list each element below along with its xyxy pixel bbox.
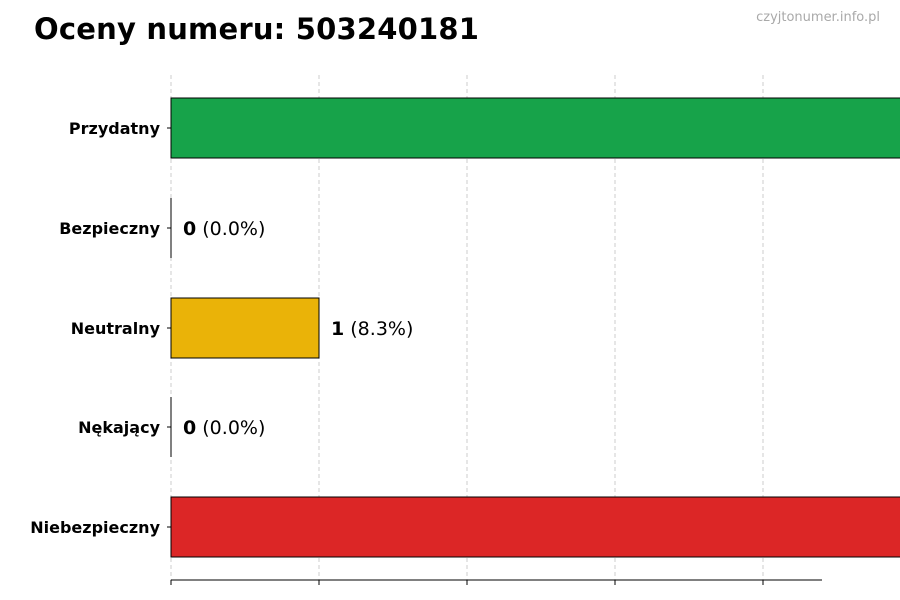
- watermark-link[interactable]: czyjtonumer.info.pl: [756, 10, 880, 25]
- bars: [170, 97, 900, 558]
- value-label-2: 1 (8.3%): [331, 318, 413, 340]
- value-number-1: 0: [183, 218, 196, 240]
- value-percent-1: (0.0%): [196, 218, 265, 240]
- category-label-0: Przydatny: [69, 119, 161, 138]
- bar-0: [170, 97, 900, 159]
- category-label-1: Bezpieczny: [59, 219, 160, 238]
- value-percent-2: (8.3%): [344, 318, 413, 340]
- category-label-4: Niebezpieczny: [30, 518, 160, 537]
- chart-title: Oceny numeru: 503240181: [34, 12, 480, 46]
- value-number-3: 0: [183, 417, 196, 439]
- category-label-2: Neutralny: [71, 319, 161, 338]
- value-percent-3: (0.0%): [196, 417, 265, 439]
- value-number-2: 1: [331, 318, 344, 340]
- bar-2: [170, 297, 320, 359]
- axes: [167, 127, 822, 585]
- bar-4: [170, 496, 900, 558]
- value-label-3: 0 (0.0%): [183, 417, 265, 439]
- category-label-3: Nękający: [78, 418, 160, 437]
- value-label-1: 0 (0.0%): [183, 218, 265, 240]
